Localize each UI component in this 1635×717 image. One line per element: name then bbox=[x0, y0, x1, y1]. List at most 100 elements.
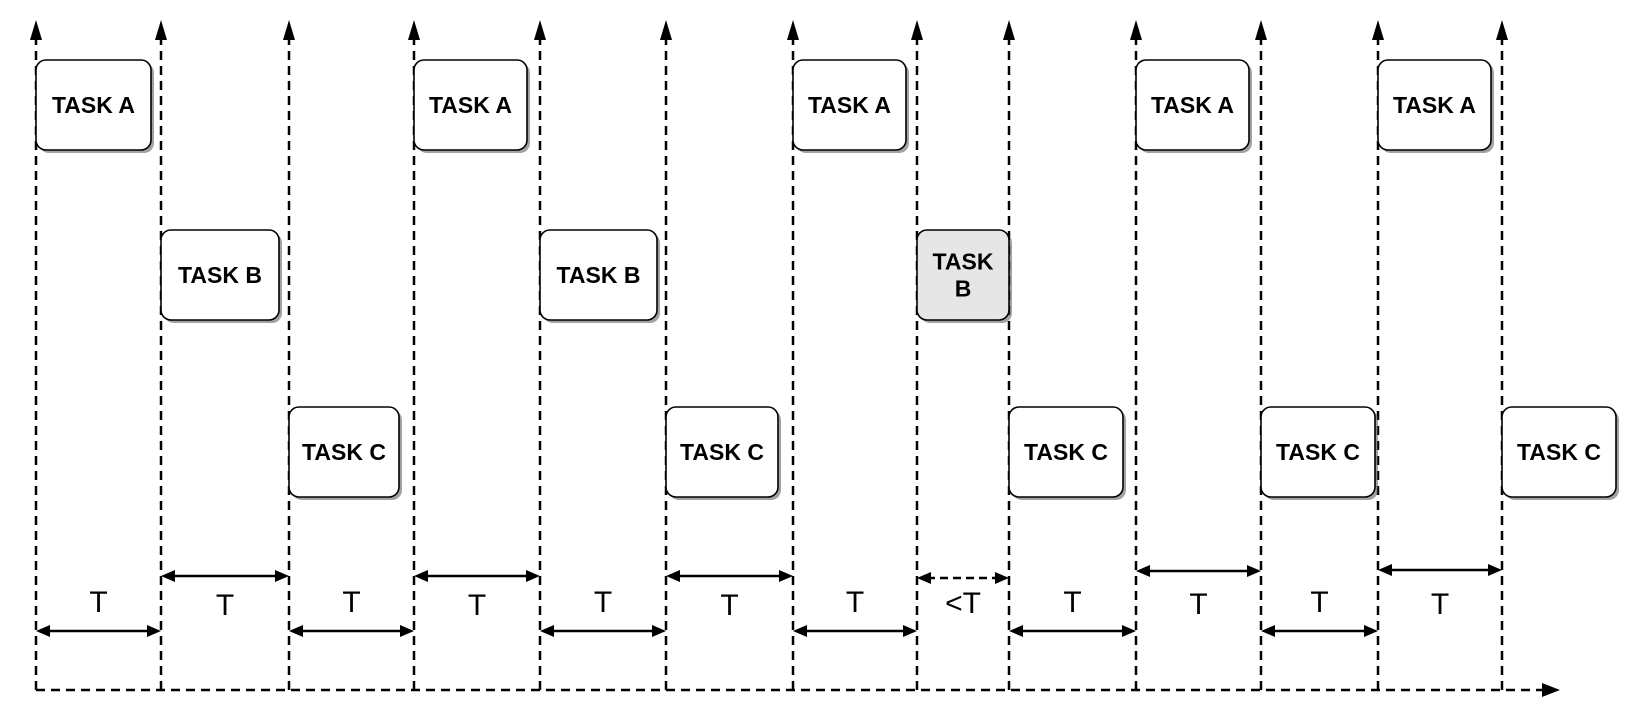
time-guide bbox=[787, 20, 799, 690]
interval-label: T bbox=[342, 586, 360, 619]
task-box bbox=[288, 406, 400, 498]
interval-marker: T bbox=[666, 570, 793, 622]
interval-marker: T bbox=[161, 570, 289, 622]
arrow-right-icon bbox=[652, 625, 666, 637]
arrow-left-icon bbox=[1261, 625, 1275, 637]
task-label: TASK C bbox=[1276, 439, 1360, 465]
task-box bbox=[35, 59, 152, 151]
arrow-up-icon bbox=[787, 20, 799, 40]
task-label: TASK C bbox=[1517, 439, 1601, 465]
task-block-task-a: TASK A bbox=[413, 59, 530, 153]
interval-label: T bbox=[216, 589, 234, 622]
time-guide bbox=[534, 20, 546, 690]
task-block-task-a: TASK A bbox=[1135, 59, 1252, 153]
interval-label: T bbox=[468, 589, 486, 622]
task-box bbox=[1501, 406, 1617, 498]
task-box bbox=[792, 59, 907, 151]
task-box bbox=[413, 59, 528, 151]
task-box bbox=[665, 406, 779, 498]
task-block-task-c: TASK C bbox=[665, 406, 781, 500]
interval-label: T bbox=[720, 589, 738, 622]
time-guide bbox=[30, 20, 42, 690]
time-axis bbox=[36, 683, 1560, 697]
interval-marker: T bbox=[1261, 586, 1378, 637]
task-block-task-b: TASK B bbox=[160, 229, 282, 323]
arrow-up-icon bbox=[1372, 20, 1384, 40]
task-block-task-b: TASK B bbox=[539, 229, 660, 323]
arrow-left-icon bbox=[1136, 565, 1150, 577]
arrow-up-icon bbox=[30, 20, 42, 40]
task-box bbox=[1260, 406, 1376, 498]
arrow-up-icon bbox=[283, 20, 295, 40]
arrow-left-icon bbox=[289, 625, 303, 637]
arrow-left-icon bbox=[666, 570, 680, 582]
time-guide bbox=[1255, 20, 1267, 690]
task-label: B bbox=[955, 276, 972, 302]
arrow-right-icon bbox=[1364, 625, 1378, 637]
task-label: TASK A bbox=[52, 92, 135, 118]
task-block-task-a: TASK A bbox=[792, 59, 909, 153]
task-block-task-c: TASK C bbox=[1501, 406, 1619, 500]
interval-label: T bbox=[1189, 588, 1207, 621]
task-block-task-a: TASK A bbox=[1377, 59, 1494, 153]
interval-marker: <T bbox=[917, 572, 1009, 620]
task-block-task-c: TASK C bbox=[1260, 406, 1378, 500]
task-label: TASK C bbox=[1024, 439, 1108, 465]
arrow-left-icon bbox=[1378, 564, 1392, 576]
time-guide bbox=[1003, 20, 1015, 690]
task-label: TASK A bbox=[1393, 92, 1476, 118]
arrow-right-icon bbox=[526, 570, 540, 582]
arrow-up-icon bbox=[1003, 20, 1015, 40]
task-label: TASK A bbox=[808, 92, 891, 118]
task-label: TASK A bbox=[429, 92, 512, 118]
arrow-up-icon bbox=[1255, 20, 1267, 40]
task-label: TASK bbox=[933, 249, 994, 275]
interval-label: <T bbox=[945, 587, 981, 620]
interval-label: T bbox=[89, 586, 107, 619]
arrow-right-icon bbox=[903, 625, 917, 637]
task-box bbox=[1135, 59, 1250, 151]
arrow-right-icon bbox=[1247, 565, 1261, 577]
arrow-right-icon bbox=[275, 570, 289, 582]
interval-marker: T bbox=[1009, 586, 1136, 637]
time-guide bbox=[155, 20, 167, 690]
task-block-task-c: TASK C bbox=[288, 406, 402, 500]
task-label: TASK A bbox=[1151, 92, 1234, 118]
interval-marker: T bbox=[289, 586, 414, 637]
arrow-left-icon bbox=[540, 625, 554, 637]
arrow-left-icon bbox=[1009, 625, 1023, 637]
arrow-right-icon bbox=[147, 625, 161, 637]
time-guide bbox=[1372, 20, 1384, 690]
arrow-up-icon bbox=[155, 20, 167, 40]
task-box bbox=[160, 229, 280, 321]
arrow-left-icon bbox=[793, 625, 807, 637]
time-guide bbox=[911, 20, 923, 690]
arrow-right-icon bbox=[1542, 683, 1560, 697]
arrow-left-icon bbox=[917, 572, 931, 584]
task-box bbox=[1377, 59, 1492, 151]
arrow-left-icon bbox=[161, 570, 175, 582]
task-box bbox=[539, 229, 658, 321]
time-guide bbox=[1496, 20, 1508, 690]
arrow-up-icon bbox=[660, 20, 672, 40]
time-guide bbox=[1130, 20, 1142, 690]
interval-marker: T bbox=[540, 586, 666, 637]
interval-marker: T bbox=[1136, 565, 1261, 621]
arrow-right-icon bbox=[1488, 564, 1502, 576]
interval-label: T bbox=[1431, 588, 1449, 621]
interval-label: T bbox=[1063, 586, 1081, 619]
task-label: TASK C bbox=[302, 439, 386, 465]
time-guide bbox=[408, 20, 420, 690]
interval-marker: T bbox=[414, 570, 540, 622]
interval-label: T bbox=[1310, 586, 1328, 619]
arrow-right-icon bbox=[1122, 625, 1136, 637]
time-guides bbox=[30, 20, 1508, 690]
interval-markers: T T T T T T T <T T T T T bbox=[36, 564, 1502, 637]
interval-marker: T bbox=[1378, 564, 1502, 621]
task-label: TASK C bbox=[680, 439, 764, 465]
task-label: TASK B bbox=[557, 262, 641, 288]
arrow-up-icon bbox=[911, 20, 923, 40]
interval-label: T bbox=[594, 586, 612, 619]
